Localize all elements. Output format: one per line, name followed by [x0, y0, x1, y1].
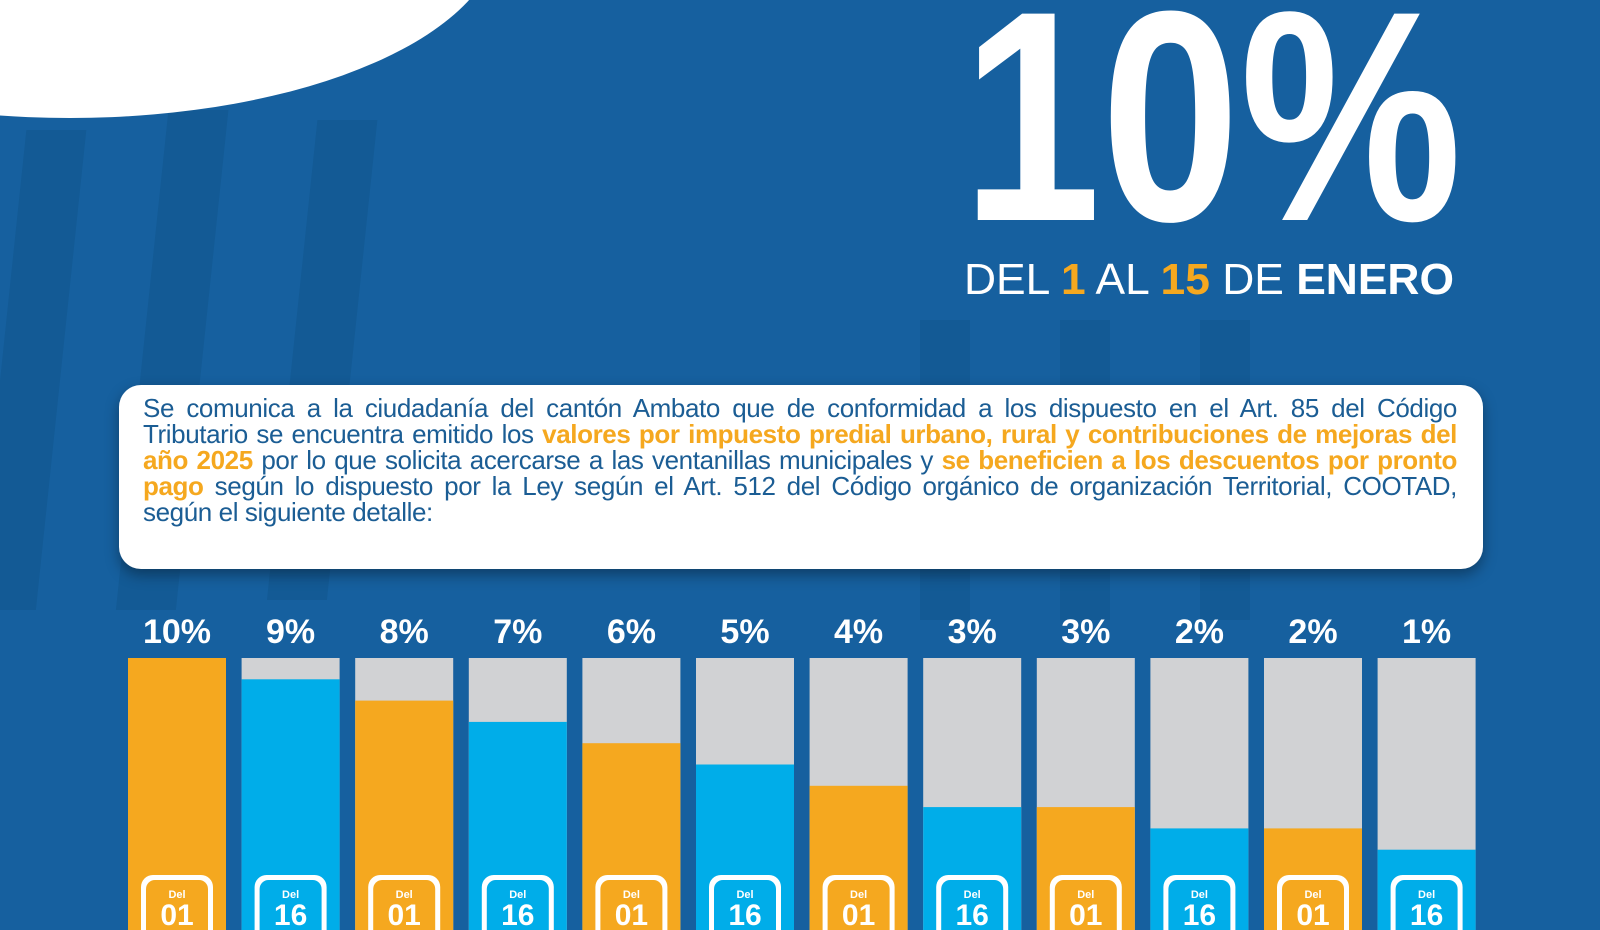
period-day: 01	[160, 899, 193, 930]
date-part: 1	[1061, 255, 1086, 304]
period-from: Del	[964, 889, 981, 901]
value-label: 10%	[143, 613, 211, 651]
value-label: 8%	[380, 613, 429, 651]
period-day: 16	[956, 899, 989, 930]
date-part: AL	[1096, 255, 1150, 304]
notice-highlight: valores por impuesto predial urbano, rur…	[143, 419, 1457, 475]
period-day: 01	[842, 899, 875, 930]
period-badge	[827, 880, 890, 930]
period-from: Del	[168, 889, 185, 901]
period-badge	[941, 880, 1004, 930]
period-from: Del	[282, 889, 299, 901]
period-badge	[600, 880, 663, 930]
period-day: 01	[1296, 899, 1329, 930]
period-day: 16	[1183, 899, 1216, 930]
notice-box: Se comunica a la ciudadanía del cantón A…	[119, 385, 1483, 569]
period-badge	[259, 880, 322, 930]
period-day: 01	[1069, 899, 1102, 930]
date-range: DEL 1 AL 15 DE ENERO	[964, 255, 1454, 304]
period-from: Del	[1304, 889, 1321, 901]
value-label: 9%	[266, 613, 315, 651]
period-from: Del	[736, 889, 753, 901]
period-badge	[1282, 880, 1344, 930]
period-day: 16	[501, 899, 534, 930]
value-label: 5%	[720, 613, 769, 651]
date-part: ENERO	[1296, 255, 1454, 304]
period-from: Del	[396, 889, 413, 901]
value-label: 2%	[1175, 613, 1224, 651]
notice-highlight: se beneficien a los descuentos por pront…	[143, 445, 1458, 501]
period-badge	[1395, 880, 1458, 930]
value-label: 6%	[607, 613, 656, 651]
period-badge	[486, 880, 549, 930]
period-from: Del	[1191, 889, 1208, 901]
period-from: Del	[1077, 889, 1094, 901]
date-part: 15	[1161, 255, 1210, 304]
period-day: 16	[728, 899, 761, 930]
period-day: 16	[274, 899, 307, 930]
period-badge	[373, 880, 436, 930]
date-part: DEL	[964, 255, 1050, 304]
value-label: 2%	[1288, 613, 1337, 651]
notice-text: Se comunica a la ciudadanía del cantón A…	[143, 393, 1457, 449]
period-from: Del	[623, 889, 640, 901]
period-badge	[1168, 880, 1231, 930]
white-blob	[0, 0, 469, 118]
notice-text: según lo dispuesto por la Ley según el A…	[143, 471, 1457, 527]
period-from: Del	[850, 889, 867, 901]
period-badge	[146, 880, 208, 930]
period-day: 16	[1410, 899, 1443, 930]
headline-discount: 10%	[962, 0, 1462, 284]
period-day: 01	[388, 899, 421, 930]
period-from: Del	[509, 889, 526, 901]
period-badge	[1054, 880, 1117, 930]
value-label: 4%	[834, 613, 883, 651]
value-label: 3%	[1061, 613, 1110, 651]
period-badge	[714, 880, 776, 930]
value-label: 1%	[1402, 613, 1451, 651]
value-label: 7%	[493, 613, 542, 651]
notice-text: por lo que solicita acercarse a las vent…	[252, 445, 942, 475]
date-part: DE	[1222, 255, 1284, 304]
value-label: 3%	[948, 613, 997, 651]
period-day: 01	[615, 899, 648, 930]
period-from: Del	[1418, 889, 1435, 901]
